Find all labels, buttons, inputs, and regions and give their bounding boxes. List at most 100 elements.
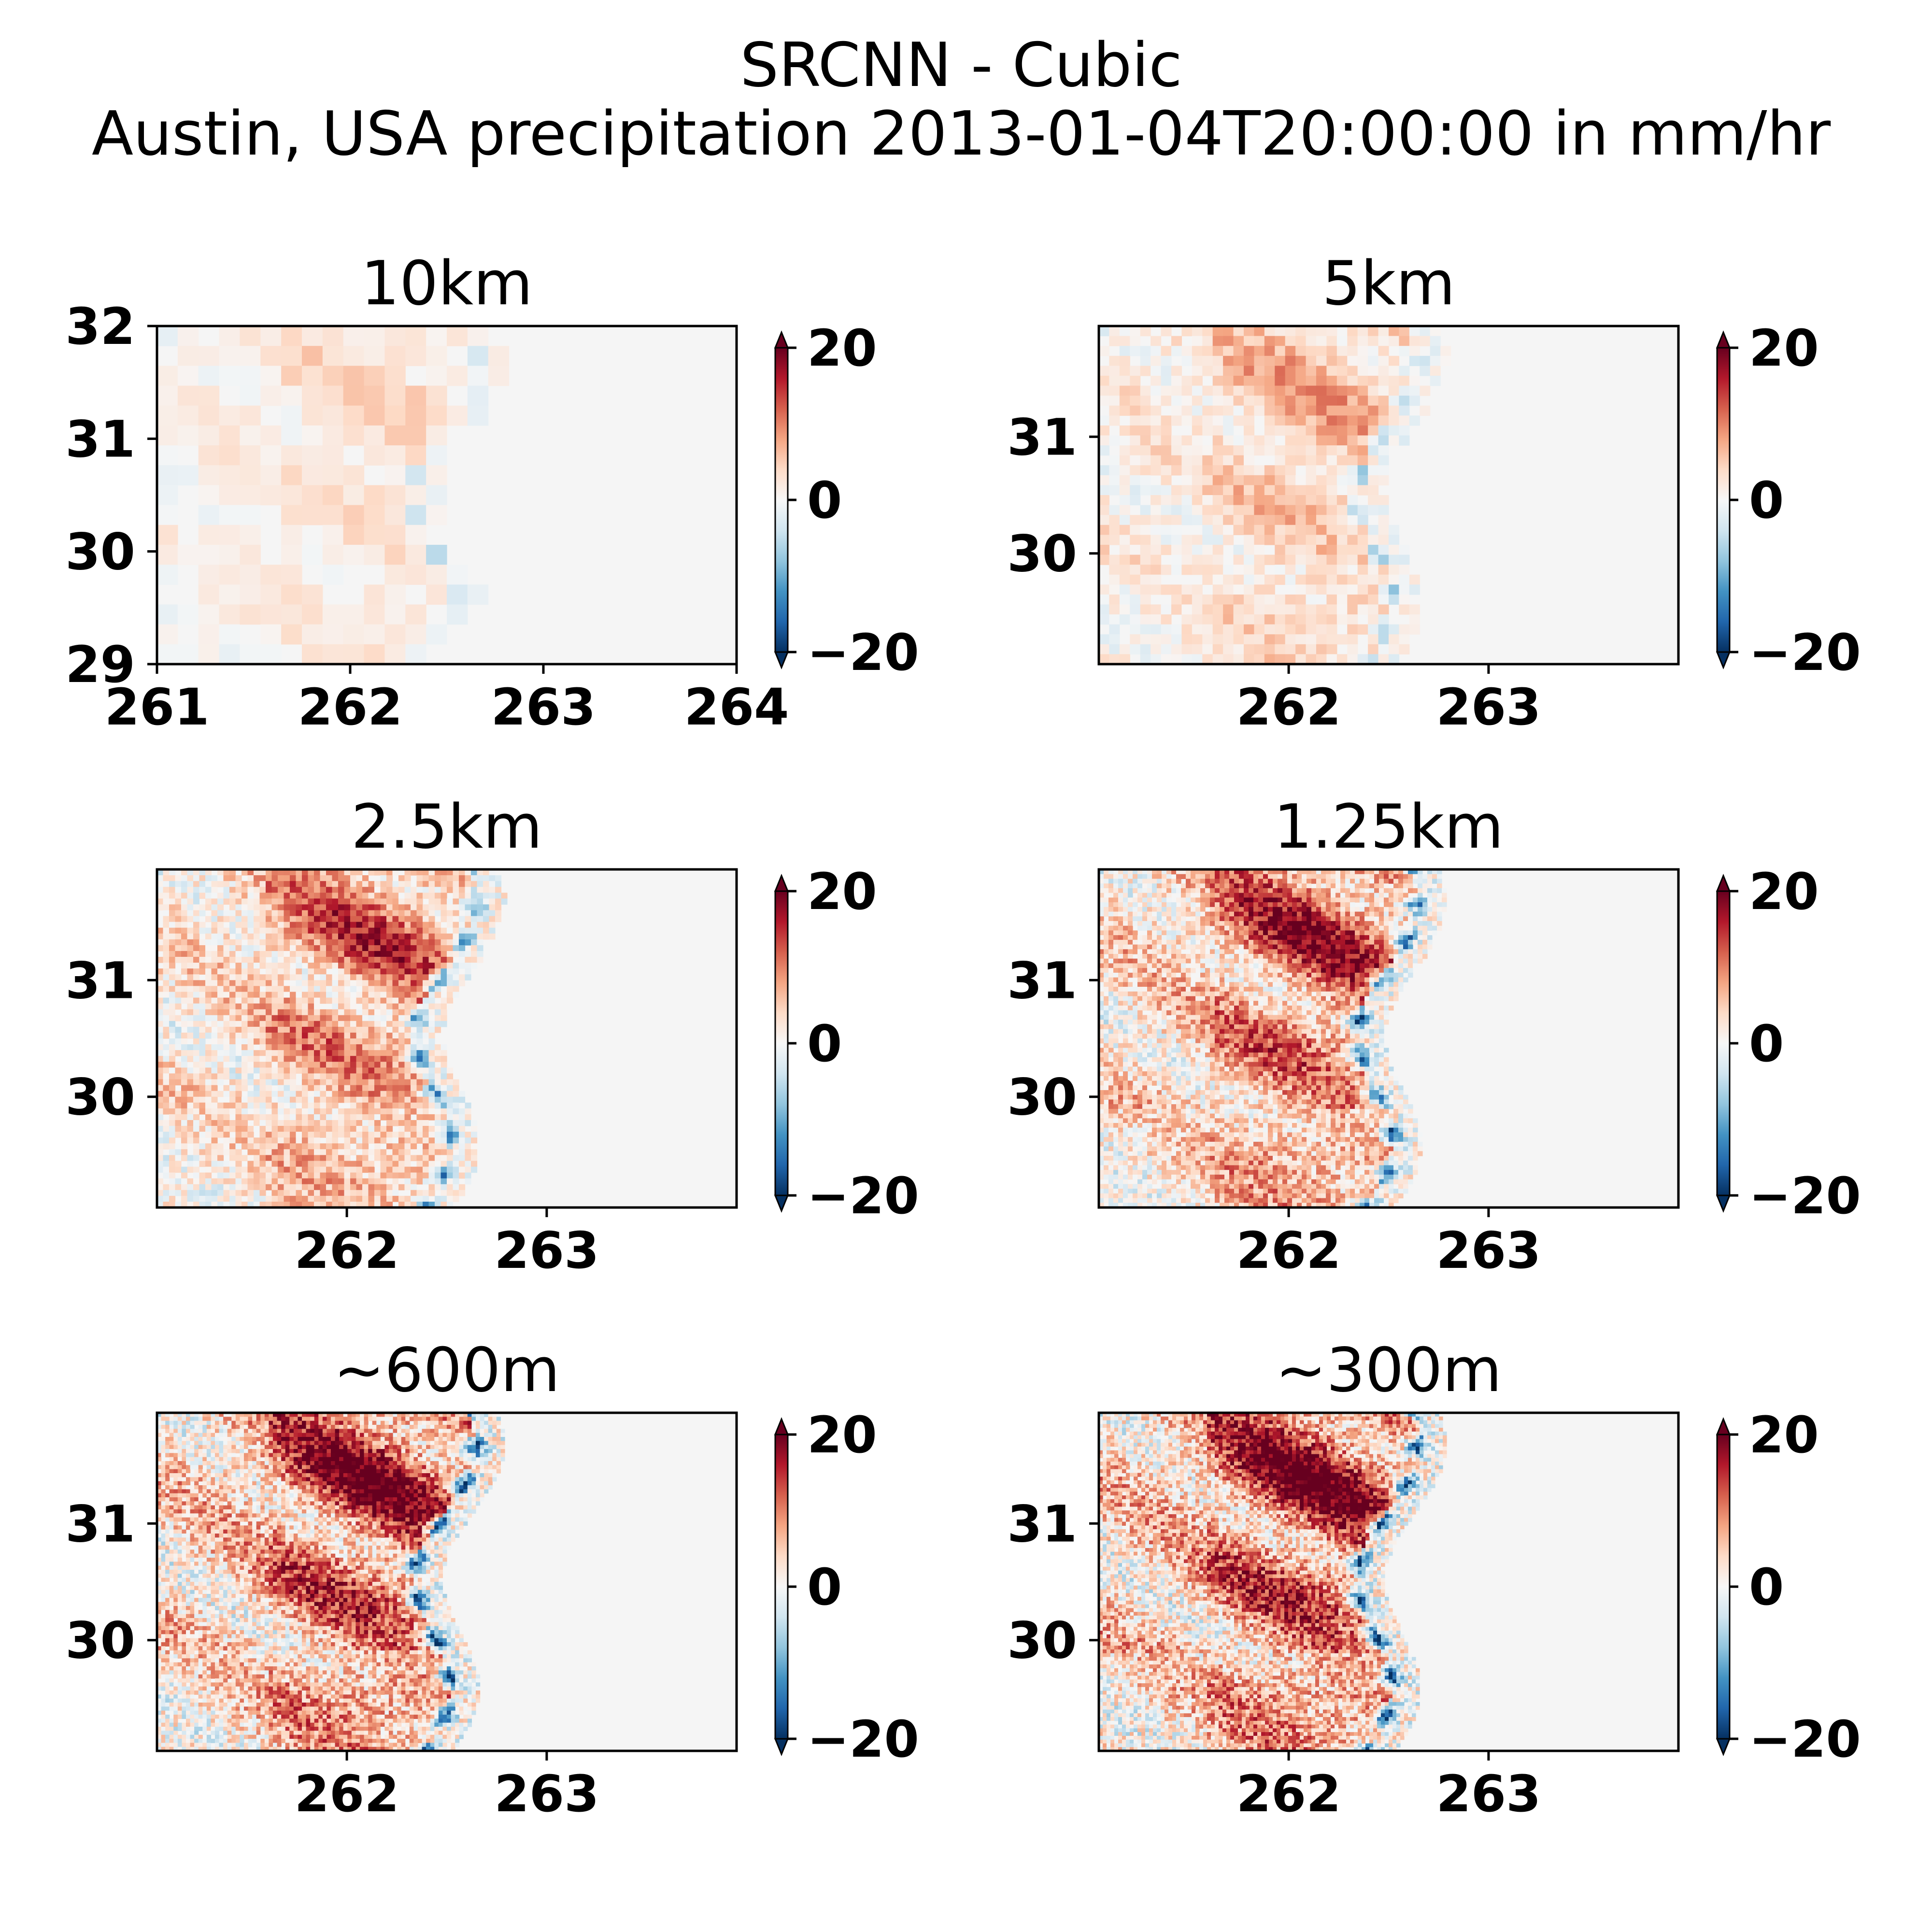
heatmap-cell	[1181, 545, 1192, 555]
heatmap-cell	[1399, 396, 1409, 406]
heatmap-cell	[1133, 1165, 1138, 1170]
heatmap-cell	[405, 1126, 411, 1132]
heatmap-cell	[1358, 386, 1368, 396]
heatmap-cell	[242, 1103, 248, 1109]
heatmap-cell	[1113, 959, 1119, 964]
heatmap-cell	[1244, 415, 1254, 426]
heatmap-cell	[272, 1126, 278, 1132]
heatmap-cell	[236, 980, 242, 986]
heatmap-cell	[338, 916, 344, 923]
heatmap-cell	[398, 992, 405, 998]
heatmap-cell	[405, 1155, 411, 1161]
heatmap-cell	[441, 1167, 447, 1173]
heatmap-cell	[272, 945, 278, 952]
heatmap-cell	[290, 916, 296, 923]
heatmap-cell	[314, 1108, 320, 1115]
heatmap-cell	[405, 326, 426, 346]
heatmap-cell	[199, 1062, 206, 1068]
heatmap-cell	[266, 1179, 272, 1185]
heatmap-cell	[302, 1126, 308, 1132]
heatmap-cell	[1420, 356, 1430, 366]
heatmap-cell	[290, 1173, 296, 1179]
heatmap-cell	[1147, 1043, 1152, 1048]
heatmap-cell	[1389, 584, 1399, 595]
heatmap-cell	[1326, 465, 1337, 475]
heatmap-cell	[284, 1137, 290, 1144]
heatmap-cell	[217, 1132, 224, 1138]
heatmap-cell	[362, 1120, 369, 1126]
heatmap-cell	[411, 1056, 417, 1062]
heatmap-cell	[1157, 902, 1162, 907]
heatmap-cell	[384, 406, 405, 426]
heatmap-cell	[338, 1143, 344, 1150]
heatmap-cell	[1137, 1128, 1143, 1133]
heatmap-cell	[320, 974, 327, 980]
heatmap-cell	[381, 875, 387, 881]
heatmap-cell	[1113, 1057, 1119, 1062]
heatmap-cell	[441, 1143, 447, 1150]
heatmap-cell	[1171, 634, 1182, 644]
heatmap-cell	[1223, 525, 1234, 535]
heatmap-cell	[1181, 595, 1192, 605]
heatmap-cell	[248, 1021, 254, 1027]
heatmap-cell	[1223, 614, 1234, 625]
heatmap-cell	[163, 1021, 170, 1027]
heatmap-cell	[1306, 465, 1317, 475]
heatmap-cell	[187, 1114, 194, 1121]
heatmap-cell	[284, 1108, 290, 1115]
heatmap-cell	[1213, 406, 1223, 416]
heatmap-cell	[1306, 525, 1317, 535]
heatmap-cell	[248, 1004, 254, 1010]
heatmap-cell	[163, 910, 170, 916]
heatmap-cell	[308, 1027, 314, 1033]
heatmap-cell	[187, 992, 194, 998]
heatmap-cell	[356, 1108, 363, 1115]
heatmap-cell	[1128, 1006, 1133, 1010]
heatmap-cell	[426, 485, 447, 505]
heatmap-cell	[284, 1050, 290, 1056]
heatmap-cell	[393, 1097, 399, 1103]
heatmap-cell	[423, 1073, 429, 1080]
heatmap-cell	[163, 1097, 170, 1103]
heatmap-cell	[1123, 940, 1128, 945]
heatmap-cell	[364, 386, 385, 406]
heatmap-cell	[224, 887, 230, 893]
heatmap-cell	[1254, 485, 1264, 495]
heatmap-cell	[1152, 888, 1157, 893]
heatmap-cell	[381, 1050, 387, 1056]
heatmap-cell	[1326, 584, 1337, 595]
heatmap-cell	[1104, 1020, 1109, 1024]
heatmap-cell	[374, 1137, 381, 1144]
heatmap-cell	[266, 875, 272, 881]
heatmap-cell	[338, 1085, 344, 1092]
heatmap-cell	[236, 916, 242, 923]
heatmap-cell	[1378, 336, 1389, 346]
heatmap-cell	[1347, 386, 1358, 396]
heatmap-cell	[181, 1137, 187, 1144]
heatmap-cell	[1130, 435, 1140, 445]
heatmap-cell	[1113, 996, 1119, 1001]
heatmap-cell	[314, 968, 320, 975]
heatmap-cell	[181, 1126, 187, 1132]
heatmap-cell	[254, 939, 260, 946]
heatmap-cell	[175, 974, 182, 980]
heatmap-cell	[1123, 1118, 1128, 1123]
heatmap-cell	[157, 426, 178, 446]
heatmap-cell	[302, 1015, 308, 1022]
heatmap-cell	[362, 1044, 369, 1051]
heatmap-cell	[386, 1137, 393, 1144]
heatmap-cell	[405, 986, 411, 992]
heatmap-cell	[199, 604, 219, 625]
heatmap-cell	[163, 887, 170, 893]
heatmap-cell	[281, 584, 302, 605]
heatmap-cell	[1192, 625, 1203, 635]
heatmap-cell	[266, 1050, 272, 1056]
heatmap-cell	[1118, 935, 1123, 940]
heatmap-cell	[296, 1050, 302, 1056]
heatmap-cell	[362, 1050, 369, 1056]
heatmap-cell	[205, 1079, 212, 1085]
heatmap-cell	[181, 998, 187, 1004]
heatmap-cell	[302, 939, 308, 946]
heatmap-cell	[465, 922, 471, 928]
heatmap-cell	[1113, 973, 1119, 978]
